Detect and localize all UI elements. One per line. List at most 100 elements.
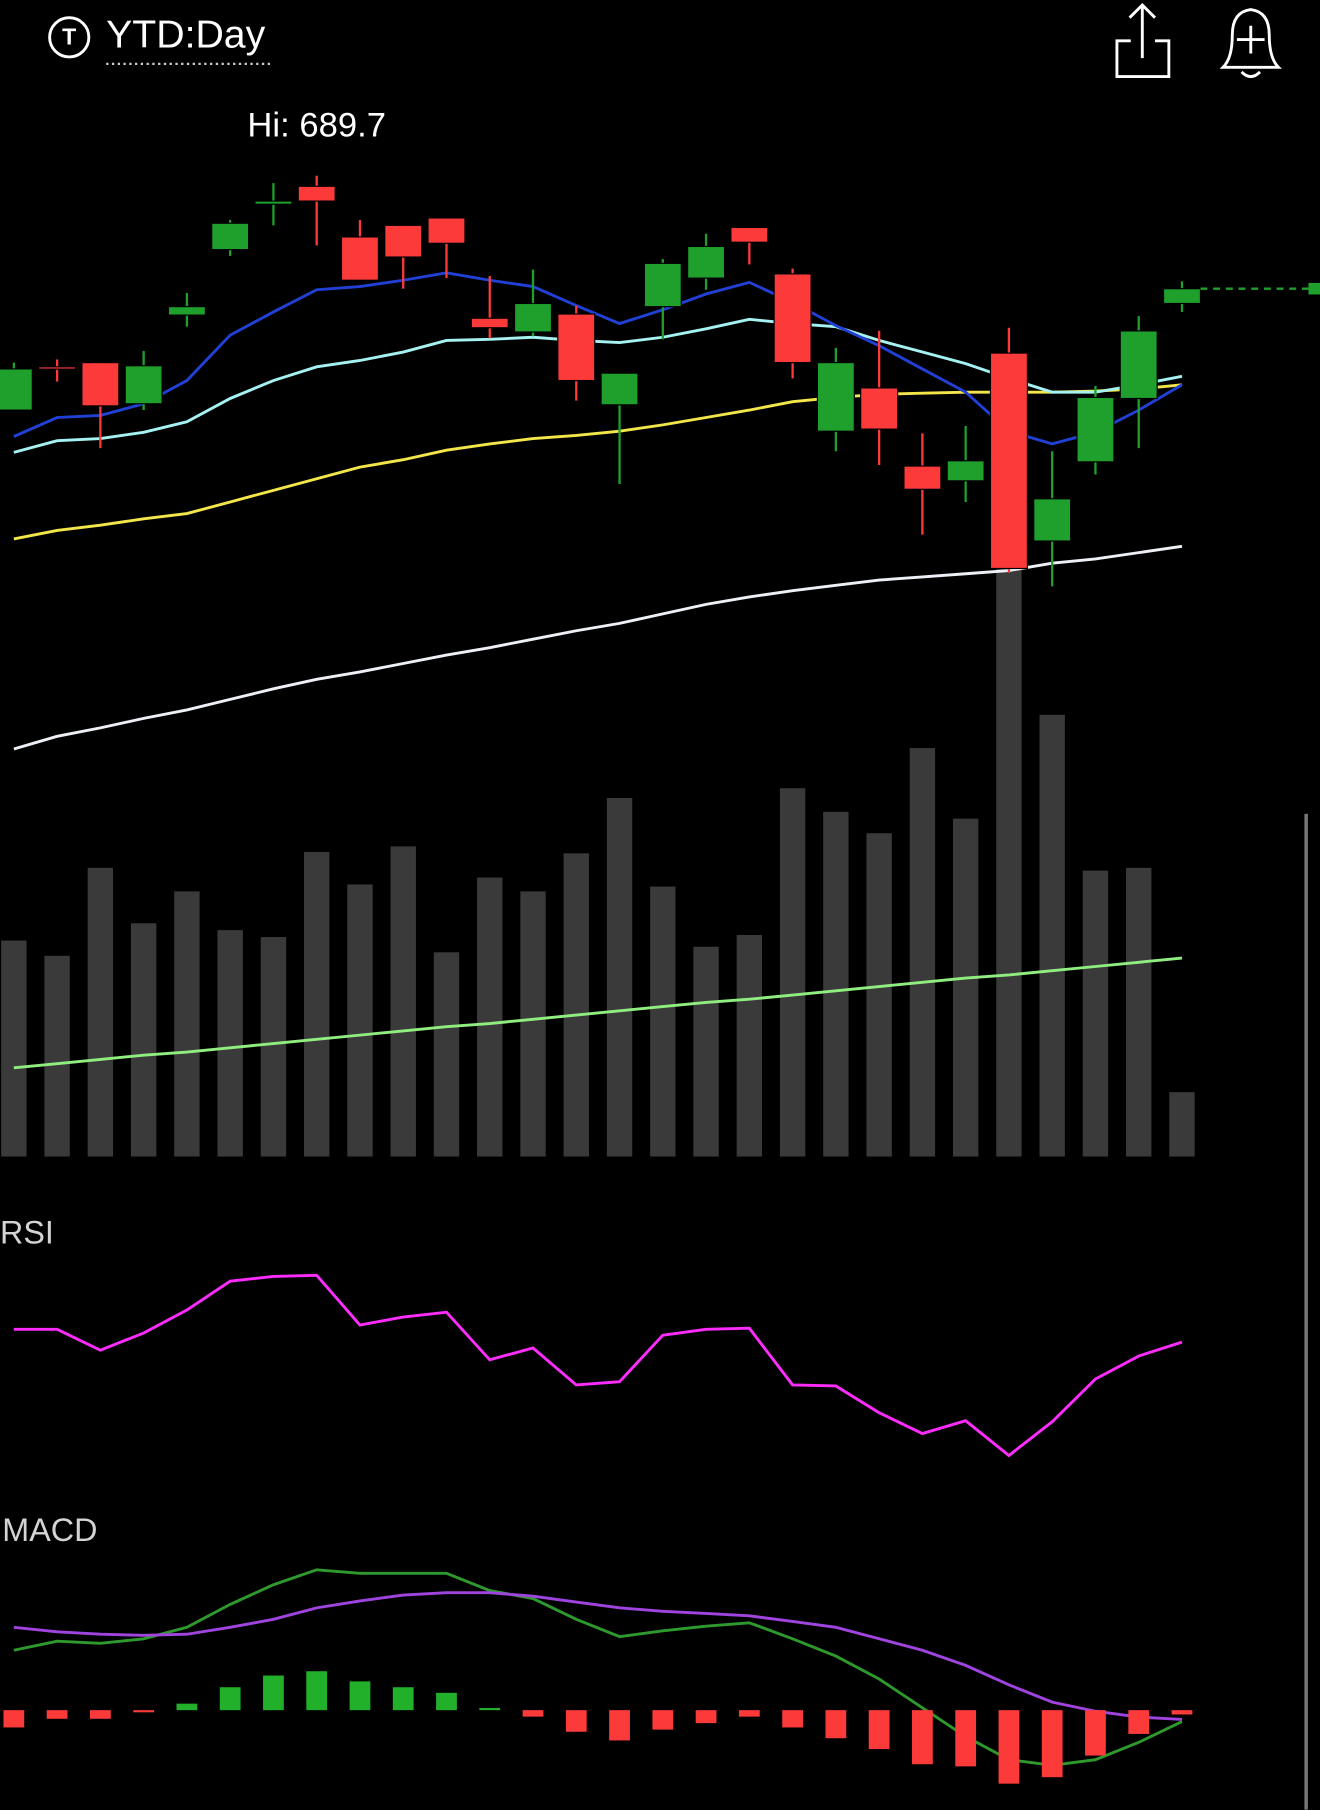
badge-circle[interactable] bbox=[48, 16, 91, 59]
volume-bar bbox=[996, 566, 1022, 1157]
moving-average bbox=[13, 317, 1183, 454]
candle-body bbox=[989, 352, 1028, 570]
histogram-bar bbox=[1171, 1710, 1193, 1715]
candle-body bbox=[1119, 330, 1158, 400]
panel-title: RSI bbox=[0, 1215, 54, 1251]
histogram-bar bbox=[695, 1710, 717, 1724]
volume-bar bbox=[563, 853, 589, 1157]
volume-bar bbox=[433, 952, 460, 1157]
candle-body bbox=[384, 224, 423, 258]
panel-title: MACD bbox=[2, 1512, 97, 1548]
candle-body bbox=[470, 317, 509, 329]
candle-body bbox=[38, 366, 77, 370]
histogram-bar bbox=[306, 1671, 328, 1711]
volume-bar bbox=[1, 940, 27, 1157]
volume-bar bbox=[347, 884, 373, 1157]
histogram-bar bbox=[1041, 1710, 1063, 1778]
volume-bar bbox=[650, 886, 676, 1157]
candle-body bbox=[730, 226, 769, 243]
candle-body bbox=[0, 368, 33, 411]
moving-average bbox=[13, 956, 1183, 1070]
candle-body bbox=[211, 222, 250, 251]
candle-body bbox=[773, 273, 812, 364]
volume-bar bbox=[217, 930, 243, 1157]
histogram-bar bbox=[89, 1710, 111, 1719]
histogram-bar bbox=[912, 1710, 933, 1765]
candle-body bbox=[1162, 288, 1202, 305]
text-layer: Hi: 689.7 RSI MACD bbox=[0, 106, 386, 1548]
histogram-bar bbox=[998, 1710, 1020, 1784]
histogram-bar bbox=[1085, 1710, 1106, 1756]
histogram-bar bbox=[782, 1710, 803, 1728]
candle-body bbox=[557, 313, 596, 382]
volume-bar bbox=[1169, 1092, 1195, 1157]
histogram-bar bbox=[1128, 1710, 1150, 1734]
candle-body bbox=[687, 245, 726, 279]
histogram-bar bbox=[652, 1710, 674, 1730]
candle-layer bbox=[0, 175, 1320, 1784]
histogram-bar bbox=[609, 1710, 630, 1741]
histogram-bar bbox=[565, 1710, 587, 1732]
candle-body bbox=[513, 302, 553, 333]
volume-bar bbox=[1126, 867, 1152, 1157]
histogram-bar bbox=[46, 1710, 68, 1719]
candle-body bbox=[860, 387, 899, 430]
indicator-line bbox=[13, 1568, 1183, 1767]
volume-bar bbox=[304, 851, 330, 1157]
volume-bar bbox=[1082, 870, 1109, 1157]
share-icon[interactable] bbox=[1115, 2, 1171, 78]
histogram-bar bbox=[219, 1687, 241, 1711]
badge[interactable]: T bbox=[62, 24, 76, 50]
histogram-bar bbox=[522, 1710, 544, 1717]
histogram-bar bbox=[738, 1710, 760, 1717]
volume-bar bbox=[736, 935, 763, 1157]
moving-average bbox=[13, 271, 1183, 446]
candle-body bbox=[643, 262, 682, 308]
volume-layer bbox=[1, 566, 1195, 1157]
candle-body bbox=[340, 236, 379, 281]
volume-bar bbox=[390, 846, 416, 1157]
histogram-bar bbox=[263, 1675, 284, 1711]
volume-bar bbox=[174, 891, 200, 1157]
candle-body bbox=[167, 306, 206, 316]
volume-bar bbox=[909, 748, 936, 1157]
volume-bar bbox=[477, 877, 503, 1157]
histogram-bar bbox=[3, 1710, 25, 1728]
volume-bar bbox=[866, 833, 892, 1157]
histogram-bar bbox=[479, 1707, 501, 1711]
candle-body bbox=[1076, 396, 1115, 463]
candle-body bbox=[1033, 498, 1072, 542]
candle-body bbox=[816, 362, 855, 432]
histogram-bar bbox=[436, 1692, 457, 1711]
histogram-bar bbox=[176, 1703, 198, 1711]
histogram-bar bbox=[825, 1710, 847, 1739]
volume-bar bbox=[606, 797, 633, 1157]
volume-bar bbox=[520, 891, 546, 1157]
ma-layer bbox=[13, 271, 1183, 1767]
indicator-line bbox=[13, 1273, 1183, 1458]
alert-icon[interactable] bbox=[1219, 8, 1282, 78]
candle-body bbox=[903, 465, 942, 490]
volume-bar bbox=[823, 811, 849, 1157]
moving-average bbox=[13, 383, 1183, 541]
candle-body bbox=[427, 217, 466, 244]
candle-body bbox=[124, 365, 163, 405]
volume-bar bbox=[87, 867, 114, 1157]
last-price-marker bbox=[1308, 282, 1320, 295]
volume-bar bbox=[260, 937, 287, 1157]
histogram-bar bbox=[868, 1710, 890, 1750]
volume-bar bbox=[952, 818, 979, 1157]
timeframe[interactable]: YTD:Day bbox=[106, 13, 265, 57]
moving-average bbox=[13, 544, 1183, 751]
candle-body bbox=[297, 185, 336, 202]
volume-bar bbox=[44, 955, 70, 1157]
volume-bar bbox=[1039, 714, 1065, 1157]
histogram-bar bbox=[349, 1681, 371, 1711]
high-annotation: Hi: 689.7 bbox=[247, 106, 386, 144]
histogram-bar bbox=[955, 1710, 977, 1767]
histogram-bar bbox=[392, 1687, 414, 1711]
volume-bar bbox=[130, 923, 157, 1157]
candle-body bbox=[600, 372, 639, 406]
